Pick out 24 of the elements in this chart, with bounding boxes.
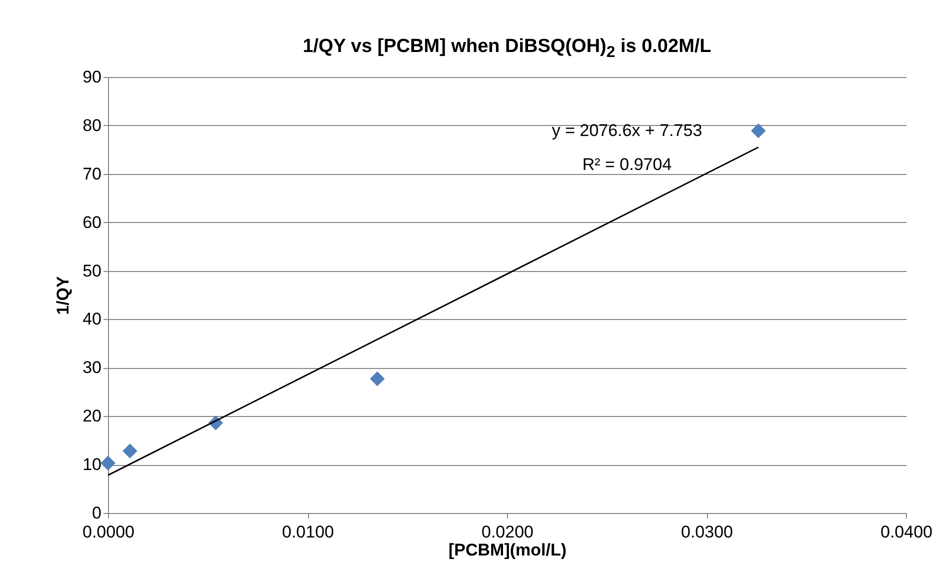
point [100, 456, 116, 470]
x-tick-label: 0.0100 [282, 522, 334, 542]
y-tick-label: 40 [82, 310, 102, 329]
y-tick-label: 90 [82, 68, 102, 86]
annotation: R² = 0.9704 [582, 155, 672, 174]
y-tick-label: 80 [82, 116, 102, 135]
y-tick-label: 60 [82, 212, 102, 232]
x-tick-label: 0.0400 [880, 522, 932, 542]
point [751, 123, 766, 138]
point [370, 371, 385, 386]
y-axis-title: 1/QY [54, 275, 73, 315]
x-tick-label: 0.0200 [482, 522, 534, 542]
point [122, 444, 138, 458]
x-axis-title: [PCBM](mol/L) [448, 540, 567, 560]
chart-title: 1/QY vs [PCBM] when DiBSQ(OH)$_{2}$ is 0.02M/L [302, 36, 712, 62]
x-tick-label: 0.0300 [681, 522, 733, 542]
y-tick-label: 50 [82, 261, 102, 280]
y-tick-label: 20 [82, 406, 102, 426]
y-tick-label: 10 [82, 455, 102, 474]
y-tick-label: 70 [82, 164, 102, 184]
x-tick-label: 0.0000 [82, 522, 134, 542]
annotation: y = 2076.6x + 7.753 [552, 121, 702, 140]
y-tick-label: 0 [92, 504, 102, 522]
y-tick-label: 30 [82, 358, 102, 378]
